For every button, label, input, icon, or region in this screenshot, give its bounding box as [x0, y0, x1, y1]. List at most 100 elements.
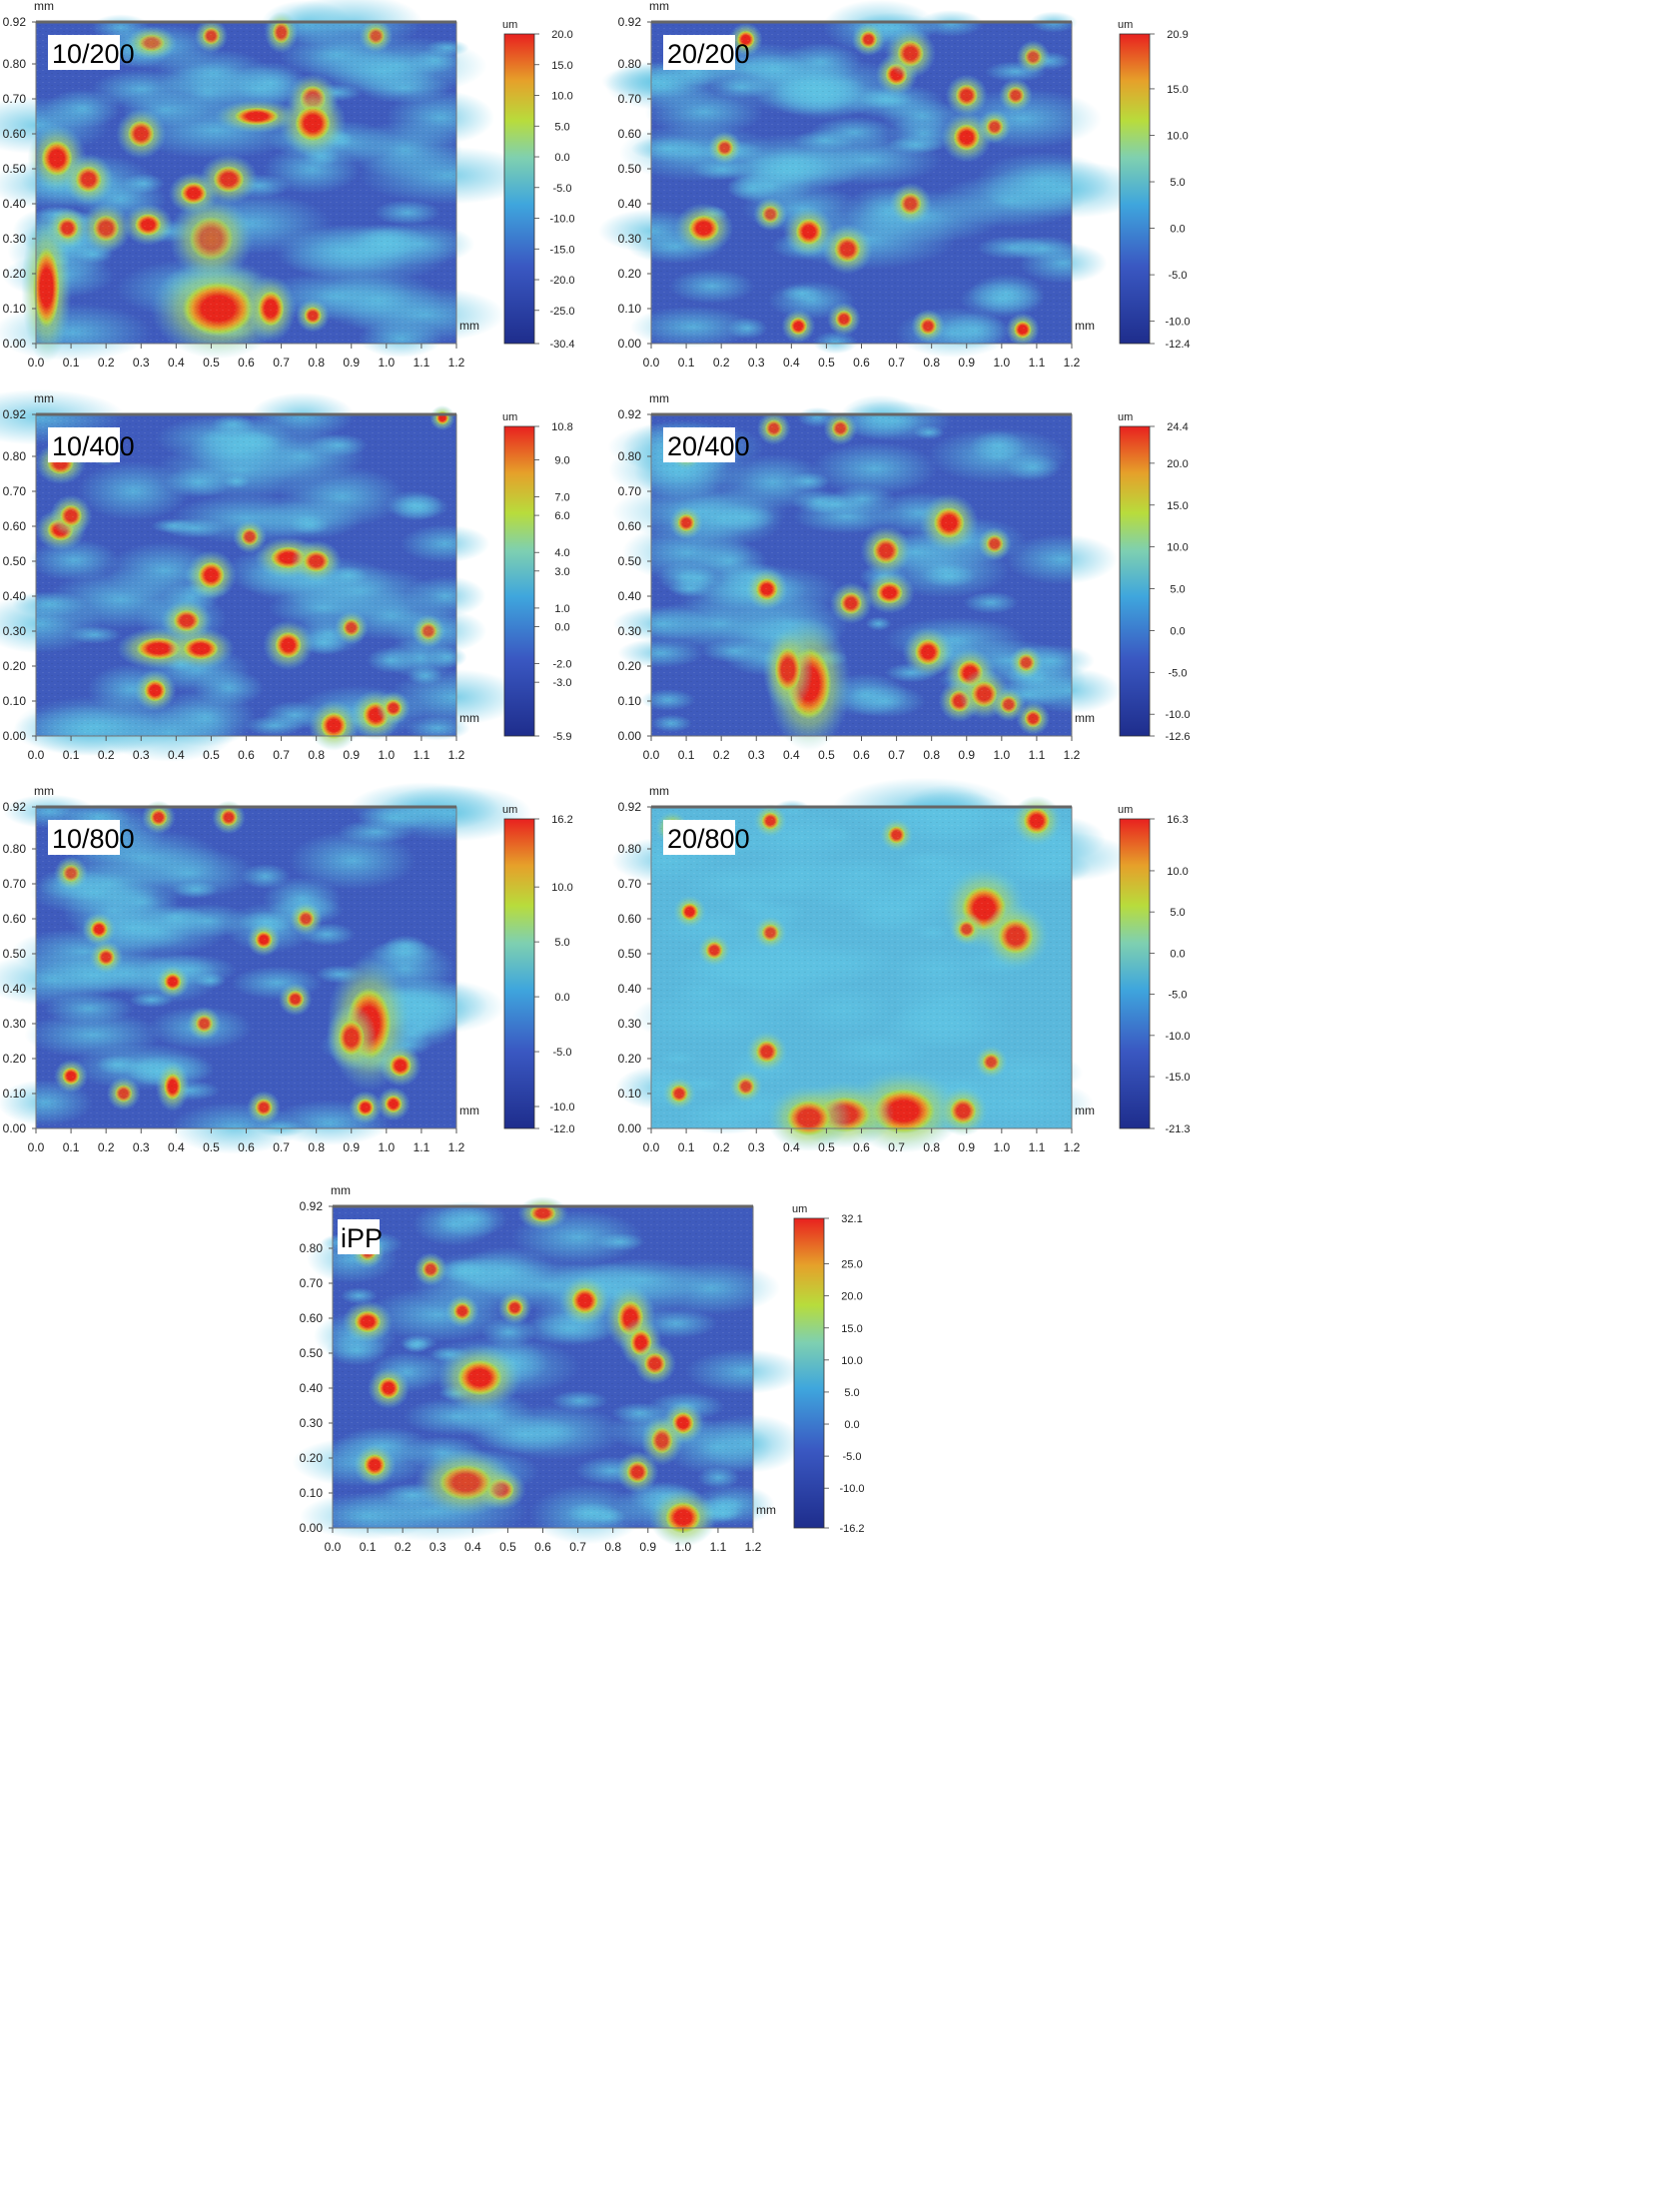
y-tick-label: 0.00	[3, 337, 27, 351]
colorbar-ticks: 20.9 15.0 10.0 5.0 0.0 -5.0 -10.0 -12.4	[1150, 29, 1191, 351]
y-tick-label: 0.80	[300, 1241, 324, 1255]
colorbar-tick-label: -10.0	[1165, 317, 1190, 329]
colorbar: um 16.2 10.0 5.0 0.0 -5.0 -10.0 -12.0	[502, 804, 575, 1135]
y-tick-label: 0.30	[3, 1017, 27, 1031]
y-tick-label: 0.70	[3, 484, 27, 498]
x-tick-label: 0.4	[464, 1540, 481, 1554]
colorbar-tick-label: 0.0	[1170, 948, 1185, 960]
y-tick-label: 0.20	[618, 659, 642, 673]
x-tick-label: 1.2	[1064, 356, 1081, 369]
colorbar-tick-label: 0.0	[1170, 625, 1185, 637]
x-tick-label: 0.3	[748, 1140, 765, 1154]
colorbar-tick-label: 15.0	[1167, 500, 1188, 512]
y-tick-label: 0.00	[3, 1121, 27, 1135]
y-tick-label: 0.30	[3, 232, 27, 246]
colorbar-tick-label: 10.0	[1167, 866, 1188, 878]
colorbar-tick-label: -10.0	[549, 1102, 574, 1113]
y-tick-label: 0.30	[300, 1416, 324, 1430]
x-tick-label: 0.9	[343, 748, 360, 762]
y-tick-label: 0.10	[300, 1486, 324, 1500]
x-tick-label: 0.6	[534, 1540, 551, 1554]
colorbar-tick-label: 10.0	[1167, 542, 1188, 554]
panel-label: 20/800	[667, 824, 750, 854]
colorbar-tick-label: 5.0	[554, 937, 569, 949]
x-tick-label: 0.9	[958, 748, 975, 762]
y-tick-label: 0.60	[618, 127, 642, 141]
y-tick-label: 0.10	[618, 694, 642, 708]
y-tick-label: 0.40	[618, 197, 642, 211]
y-tick-label: 0.60	[3, 912, 27, 926]
x-tick-label: 0.8	[923, 1140, 940, 1154]
y-tick-label: 0.10	[618, 302, 642, 316]
colorbar-tick-label: 0.0	[554, 621, 569, 633]
panel-label-box	[663, 820, 735, 855]
colorbar-unit: um	[1118, 19, 1133, 31]
colorbar-tick-label: -3.0	[553, 677, 572, 689]
y-tick-label: 0.30	[618, 1017, 642, 1031]
x-tick-label: 1.1	[414, 748, 430, 762]
x-unit-label: mm	[459, 711, 479, 725]
colorbar-tick-label: -5.9	[553, 731, 572, 743]
y-tick-label: 0.60	[618, 912, 642, 926]
x-tick-label: 1.2	[448, 748, 465, 762]
x-tick-label: 0.4	[168, 748, 185, 762]
x-tick-label: 0.0	[28, 356, 45, 369]
heatmap-texture	[651, 807, 1072, 1128]
y-tick-label: 0.40	[3, 589, 27, 603]
y-tick-label: 0.00	[618, 1121, 642, 1135]
x-axis: 0.0 0.1 0.2 0.3 0.4 0.5 0.6 0.7 0.8 0.9 1.0 1.1 1.2	[325, 1528, 762, 1554]
x-tick-label: 0.0	[28, 1140, 45, 1154]
colorbar-tick-label: 16.3	[1167, 814, 1188, 826]
x-tick-label: 1.0	[378, 356, 395, 369]
colorbar-tick-label: -25.0	[549, 306, 574, 318]
colorbar-tick-label: -10.0	[839, 1483, 864, 1495]
x-unit-label: mm	[459, 1104, 479, 1117]
colorbar-tick-label: 6.0	[554, 510, 569, 522]
heatmap-texture	[651, 414, 1072, 736]
colorbar-ticks: 10.8 9.0 7.0 6.0 4.0 3.0 1.0 0.0 -2.0 -3.0 -5.9	[534, 421, 573, 743]
x-tick-label: 0.9	[343, 356, 360, 369]
colorbar-gradient	[1119, 425, 1151, 737]
y-tick-label: 0.70	[300, 1276, 324, 1290]
x-tick-label: 1.1	[1029, 356, 1046, 369]
x-tick-label: 1.0	[993, 1140, 1010, 1154]
colorbar-tick-label: 10.0	[551, 91, 572, 103]
x-unit-label: mm	[1075, 319, 1095, 333]
x-tick-label: 0.8	[308, 1140, 325, 1154]
x-tick-label: 0.3	[748, 748, 765, 762]
y-tick-label: 0.30	[3, 624, 27, 638]
x-tick-label: 0.0	[643, 748, 660, 762]
colorbar-unit: um	[502, 804, 517, 816]
x-tick-label: 0.1	[678, 1140, 695, 1154]
colorbar-tick-label: 5.0	[1170, 177, 1185, 189]
colorbar-unit: um	[1118, 411, 1133, 423]
colorbar-tick-label: 0.0	[844, 1419, 859, 1431]
colorbar-tick-label: 1.0	[554, 603, 569, 615]
heatmap-texture	[333, 1206, 753, 1528]
x-tick-label: 0.2	[713, 1140, 730, 1154]
panel-label: 10/400	[52, 431, 135, 461]
heatmap-texture	[36, 414, 456, 736]
y-axis: 0.00 0.10 0.20 0.30 0.40 0.50 0.60 0.70 0.80 0.92	[618, 15, 651, 351]
colorbar-unit: um	[502, 411, 517, 423]
x-tick-label: 0.4	[783, 1140, 800, 1154]
x-tick-label: 0.5	[499, 1540, 516, 1554]
x-tick-label: 0.6	[238, 356, 255, 369]
panel-label-box	[663, 35, 735, 70]
x-tick-label: 1.1	[1029, 748, 1046, 762]
heatmap-texture	[651, 22, 1072, 344]
colorbar-tick-label: 0.0	[1170, 224, 1185, 236]
colorbar-tick-label: 20.0	[551, 29, 572, 41]
x-unit-label: mm	[1075, 1104, 1095, 1117]
colorbar: um 20.9 15.0 10.0 5.0 0.0 -5.0 -10.0 -12.4	[1118, 19, 1191, 351]
y-tick-label: 0.92	[618, 407, 642, 421]
panel-10-200: 0.0 0.1 0.2 0.3 0.4 0.5 0.6 0.7 0.8 0.9 1.0 1.1 1.2 …	[0, 0, 575, 369]
panel-label-box	[48, 35, 120, 70]
x-tick-label: 0.1	[678, 356, 695, 369]
x-tick-label: 1.0	[378, 1140, 395, 1154]
colorbar-tick-label: 20.0	[1167, 458, 1188, 470]
colorbar-tick-label: 15.0	[551, 60, 572, 72]
panel-label: 20/400	[667, 431, 750, 461]
panel-label-box	[338, 1219, 380, 1254]
